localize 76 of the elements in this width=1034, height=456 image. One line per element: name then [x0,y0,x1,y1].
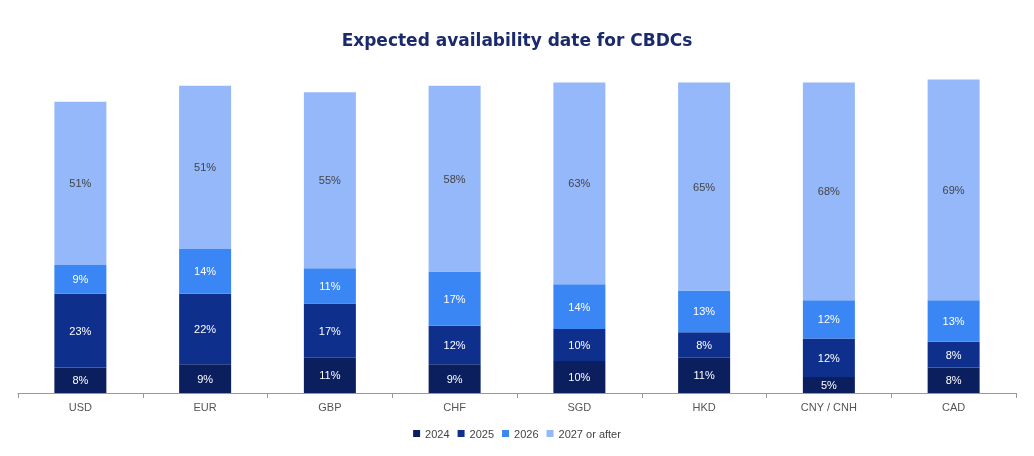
bar [303,268,356,304]
data-label: 69% [942,183,965,196]
bar [802,338,855,377]
bar [553,361,606,393]
data-label: 51% [69,177,92,190]
x-tick-label: EUR [193,400,217,413]
legend-label: 2024 [425,427,450,440]
data-label: 58% [443,172,466,185]
data-label: 17% [443,292,466,305]
bar [54,293,107,368]
bar [54,265,107,294]
data-label: 8% [72,374,89,387]
data-label: 14% [194,265,217,278]
chart-title: Expected availability date for CBDCs [341,29,693,50]
bar [553,82,606,285]
bar [927,367,980,393]
bar [553,284,606,329]
data-label: 65% [693,180,716,193]
bar [678,290,731,333]
data-label: 55% [318,174,342,187]
data-label: 9% [446,372,463,385]
data-label: 9% [72,273,89,286]
bar [678,82,731,291]
bar [428,85,481,272]
bar [303,92,356,269]
data-label: 8% [945,348,962,361]
bar [802,300,855,339]
x-tick-label: USD [68,400,93,413]
bar [303,303,356,358]
data-label: 10% [568,371,591,383]
data-label: 12% [817,313,841,326]
bar [927,341,980,368]
data-label: 68% [817,185,841,198]
data-label: 8% [945,374,962,387]
bar [678,332,731,358]
data-label: 13% [942,315,965,327]
bar [303,357,356,393]
data-label: 22% [194,323,217,335]
data-label: 9% [197,372,214,385]
bar [179,364,232,393]
data-label: 17% [318,324,342,337]
legend-label: 2025 [469,427,495,440]
data-label: 11% [319,279,341,292]
data-label: 8% [696,339,713,351]
bar [54,101,107,265]
x-tick-label: CNY / CNH [800,400,857,413]
data-label: 14% [568,300,591,313]
x-tick-label: CHF [443,400,467,413]
data-label: 10% [568,339,591,351]
x-tick-label: CAD [942,400,966,413]
bar [927,300,980,342]
bar [179,293,232,365]
data-label: 12% [817,351,841,364]
bar [54,367,107,393]
data-label: 51% [194,161,217,174]
legend-label: 2026 [514,427,539,440]
legend-label: 2027 or after [558,427,622,440]
bar [428,364,481,393]
data-label: 11% [693,369,715,382]
bar [802,82,855,301]
data-label: 11% [319,369,341,382]
data-label: 63% [568,177,591,190]
x-tick-label: GBP [318,400,342,413]
data-label: 23% [69,324,92,337]
data-label: 5% [820,379,838,391]
data-label: 12% [443,339,466,351]
bar [428,325,481,365]
bar [553,329,606,361]
x-tick-label: HKD [692,400,716,413]
bar [678,357,731,393]
bar [179,249,232,294]
data-label: 13% [693,305,716,318]
x-tick-label: SGD [567,400,592,413]
bar [428,271,481,326]
bar [179,85,232,249]
bar [927,79,980,301]
